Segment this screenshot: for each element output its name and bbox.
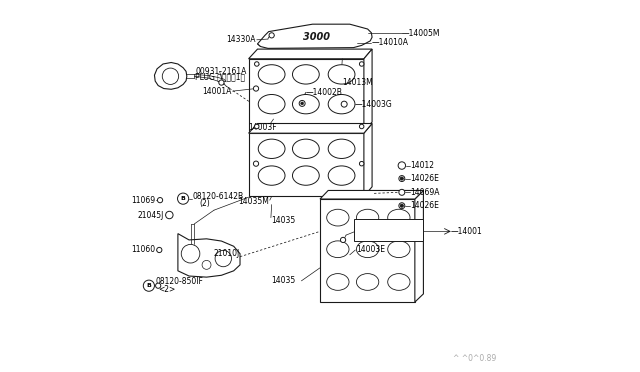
Ellipse shape [356,209,379,226]
Circle shape [269,33,275,38]
Text: (2): (2) [199,199,210,208]
Circle shape [157,198,163,203]
Circle shape [143,280,154,291]
Text: —14003G: —14003G [354,100,392,109]
Text: ^ ^0^0.89: ^ ^0^0.89 [454,354,497,363]
Polygon shape [320,199,415,302]
Ellipse shape [356,241,379,257]
Text: 08931-3041A: 08931-3041A [357,222,409,231]
Circle shape [399,176,405,182]
Circle shape [253,161,259,166]
Polygon shape [320,190,424,199]
Text: —14005M: —14005M [402,29,440,38]
Text: 14013M: 14013M [342,78,373,87]
Text: 14003E: 14003E [356,246,385,254]
Text: 14026E: 14026E [410,201,439,210]
Circle shape [360,124,364,129]
Circle shape [163,68,179,84]
Circle shape [177,193,189,204]
Ellipse shape [356,274,379,290]
Ellipse shape [292,94,319,114]
FancyBboxPatch shape [354,219,424,241]
Circle shape [301,102,303,105]
Ellipse shape [328,65,355,84]
Text: 3000: 3000 [303,32,330,42]
Text: B: B [180,196,186,201]
Text: —14001: —14001 [451,227,483,236]
Polygon shape [364,124,372,196]
Circle shape [219,80,224,85]
Circle shape [399,189,405,195]
Ellipse shape [328,139,355,158]
Circle shape [181,244,200,263]
Circle shape [157,247,162,253]
Polygon shape [257,24,372,48]
Polygon shape [248,59,364,131]
Polygon shape [415,190,424,302]
Ellipse shape [259,139,285,158]
Circle shape [360,161,364,166]
Polygon shape [364,49,372,131]
Polygon shape [154,62,187,89]
Text: —14010A: —14010A [371,38,408,47]
Text: 14001A: 14001A [202,87,232,96]
Text: 14330A: 14330A [227,35,256,44]
Polygon shape [248,133,364,196]
Ellipse shape [388,274,410,290]
Ellipse shape [259,94,285,114]
Circle shape [398,162,406,169]
Ellipse shape [292,65,319,84]
Ellipse shape [326,274,349,290]
Ellipse shape [388,241,410,257]
Circle shape [401,204,403,207]
Circle shape [360,62,364,66]
Ellipse shape [328,94,355,114]
Text: PLUG プラグ（5）: PLUG プラグ（5） [357,229,408,238]
Circle shape [299,100,305,106]
Text: 11069: 11069 [131,196,156,205]
Text: 08120-6142B: 08120-6142B [193,192,244,201]
Polygon shape [178,234,240,277]
Ellipse shape [292,166,319,185]
Text: PLUG プラグ（1）: PLUG プラグ（1） [195,73,246,81]
Ellipse shape [388,209,410,226]
Ellipse shape [326,209,349,226]
Text: 21045J: 21045J [138,211,164,220]
Text: 14035: 14035 [271,216,295,225]
Text: 11060: 11060 [131,246,155,254]
Circle shape [166,211,173,219]
Circle shape [340,237,346,243]
Text: 21010J: 21010J [214,249,240,258]
Ellipse shape [328,166,355,185]
Ellipse shape [259,166,285,185]
Text: 14003F: 14003F [248,123,277,132]
Circle shape [215,250,232,267]
Circle shape [253,86,259,91]
Circle shape [255,124,259,129]
Text: 08120-850IF: 08120-850IF [156,278,204,286]
Ellipse shape [259,65,285,84]
Ellipse shape [326,241,349,257]
Text: 14026E: 14026E [410,174,439,183]
Text: B: B [147,283,151,288]
Polygon shape [248,124,372,133]
Text: 14012: 14012 [410,161,434,170]
Polygon shape [248,49,372,59]
Text: <2>: <2> [158,285,175,294]
Text: 14069A: 14069A [410,188,440,197]
Circle shape [202,260,211,269]
Text: —14002B: —14002B [306,88,343,97]
Circle shape [341,101,347,107]
Circle shape [156,283,161,288]
Circle shape [255,62,259,66]
Text: 14035M: 14035M [238,197,269,206]
Circle shape [401,177,403,180]
Ellipse shape [292,139,319,158]
Circle shape [399,203,405,209]
Text: 00931-2161A: 00931-2161A [195,67,247,76]
Text: 14035: 14035 [271,276,295,285]
